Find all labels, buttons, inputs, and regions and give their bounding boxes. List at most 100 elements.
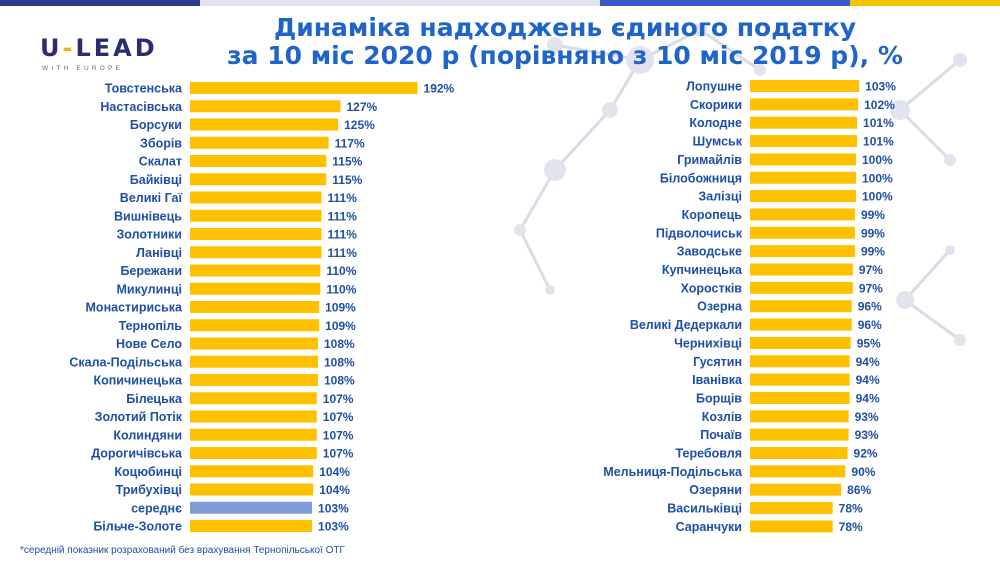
category-label: Нове Село bbox=[116, 337, 182, 351]
category-label: Товстенська bbox=[105, 82, 183, 96]
category-label: Почаїв bbox=[700, 428, 742, 442]
bar bbox=[190, 209, 322, 222]
category-label: Залізці bbox=[698, 190, 742, 204]
bar bbox=[190, 392, 317, 405]
category-label: Хоростків bbox=[681, 281, 743, 295]
value-label: 111% bbox=[328, 209, 358, 223]
value-label: 101% bbox=[863, 116, 894, 130]
value-label: 78% bbox=[839, 520, 863, 534]
category-label: Байківці bbox=[130, 173, 182, 187]
category-label: Іванівка bbox=[692, 373, 743, 387]
chart-2: Лопушне 103% Скорики 102% Колодне 101% Шумськ 1… bbox=[603, 80, 896, 534]
value-label: 90% bbox=[851, 465, 875, 479]
value-label: 107% bbox=[323, 410, 354, 424]
value-label: 115% bbox=[332, 173, 362, 187]
category-label: Борщів bbox=[696, 391, 742, 405]
value-label: 95% bbox=[857, 336, 881, 350]
logo-wordmark: U-LEAD bbox=[40, 34, 158, 62]
value-label: 100% bbox=[862, 153, 893, 167]
bar bbox=[190, 520, 313, 532]
bar bbox=[190, 100, 341, 113]
bar bbox=[750, 245, 855, 258]
bar bbox=[190, 337, 318, 350]
category-label: Коцюбинці bbox=[114, 465, 182, 479]
value-label: 93% bbox=[855, 428, 879, 442]
category-label: Білецька bbox=[126, 392, 183, 406]
bar bbox=[750, 483, 842, 496]
value-label: 107% bbox=[323, 428, 354, 442]
category-label: Підволочиськ bbox=[656, 226, 743, 240]
category-label: Гусятин bbox=[693, 355, 742, 369]
category-label: Козлів bbox=[702, 410, 743, 424]
value-label: 109% bbox=[325, 301, 356, 315]
bar bbox=[190, 82, 418, 94]
value-label: 108% bbox=[324, 374, 355, 388]
bar bbox=[190, 319, 320, 332]
category-label: Вишнівець bbox=[114, 209, 182, 223]
value-label: 96% bbox=[858, 300, 882, 314]
category-label: Заводське bbox=[677, 245, 742, 259]
bar bbox=[750, 318, 852, 331]
u-lead-logo: U-LEAD WITH EUROPE bbox=[40, 34, 158, 72]
value-label: 94% bbox=[856, 391, 880, 405]
bar bbox=[750, 502, 833, 515]
bar bbox=[750, 190, 856, 203]
bar bbox=[190, 483, 314, 496]
category-label: Теребовля bbox=[676, 447, 743, 461]
bar bbox=[750, 281, 853, 294]
category-label: Настасівська bbox=[100, 100, 183, 114]
value-label: 99% bbox=[861, 226, 885, 240]
category-label: Трибухівці bbox=[116, 483, 182, 497]
category-label: Скалат bbox=[139, 155, 182, 169]
category-label: Білобожниця bbox=[660, 171, 742, 185]
bar bbox=[190, 264, 321, 277]
bar bbox=[750, 336, 851, 349]
value-label: 192% bbox=[424, 82, 455, 96]
bar bbox=[190, 282, 321, 295]
category-label: Золотники bbox=[116, 228, 182, 242]
category-label: Золотий Потік bbox=[95, 410, 183, 424]
bar bbox=[750, 80, 860, 92]
category-label: Колодне bbox=[689, 116, 742, 130]
category-label: Гримайлів bbox=[677, 153, 742, 167]
bar bbox=[190, 374, 318, 386]
bar bbox=[750, 520, 833, 533]
bar bbox=[750, 300, 852, 313]
bar bbox=[190, 465, 314, 478]
bar bbox=[750, 355, 850, 368]
category-label: Купчинецька bbox=[662, 263, 743, 277]
bar bbox=[190, 501, 313, 514]
title-line-2: за 10 міс 2020 р (порівняно з 10 міс 201… bbox=[227, 41, 903, 70]
value-label: 103% bbox=[865, 80, 896, 94]
bar bbox=[190, 118, 339, 131]
value-label: 101% bbox=[863, 135, 894, 149]
category-label: Мельниця-Подільська bbox=[603, 465, 743, 479]
value-label: 107% bbox=[323, 392, 354, 406]
value-label: 100% bbox=[862, 190, 893, 204]
value-label: 115% bbox=[332, 155, 362, 169]
category-label: Озерна bbox=[697, 300, 743, 314]
value-label: 111% bbox=[328, 191, 358, 205]
value-label: 78% bbox=[839, 502, 863, 516]
bar bbox=[190, 246, 322, 259]
logo-subtitle: WITH EUROPE bbox=[42, 65, 124, 72]
bar bbox=[750, 465, 846, 478]
category-label: Скорики bbox=[690, 98, 742, 112]
value-label: 107% bbox=[323, 447, 354, 461]
value-label: 100% bbox=[862, 171, 893, 185]
value-label: 99% bbox=[861, 208, 885, 222]
bar bbox=[750, 98, 859, 111]
bar bbox=[190, 447, 317, 459]
chart-1: Товстенська 192% Настасівська 127% Борсуки 12… bbox=[69, 82, 454, 534]
page-title: Динаміка надходжень єдиного податку за 1… bbox=[170, 14, 960, 70]
bar bbox=[750, 116, 858, 129]
value-label: 86% bbox=[847, 483, 871, 497]
category-label: Колиндяни bbox=[113, 428, 182, 442]
bar bbox=[750, 208, 855, 221]
category-label: Великі Гаї bbox=[120, 191, 183, 205]
bar bbox=[190, 428, 317, 441]
bar bbox=[750, 263, 853, 276]
value-label: 117% bbox=[335, 136, 365, 150]
